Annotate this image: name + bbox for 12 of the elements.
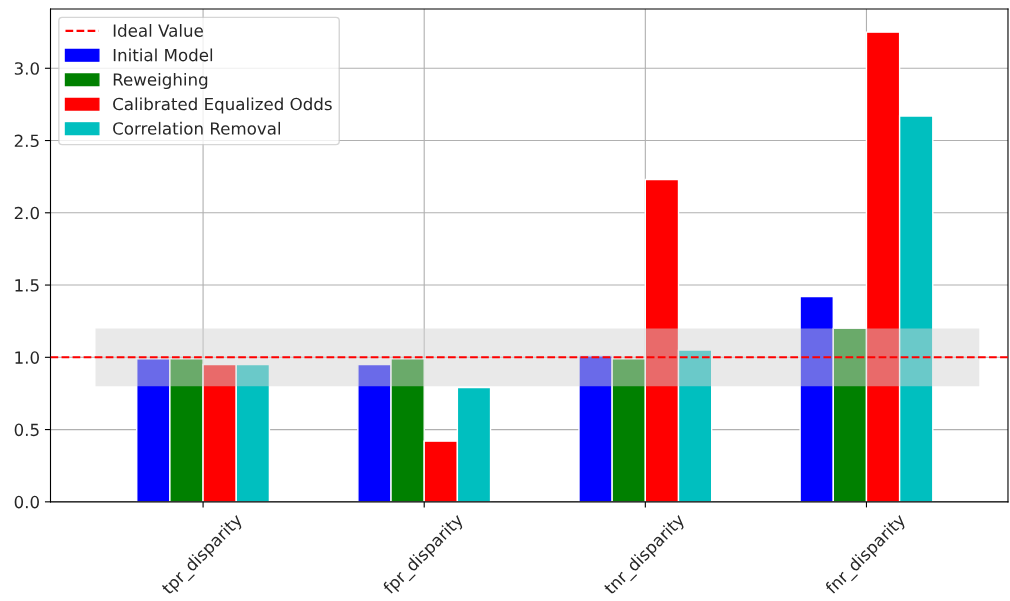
y-tick-label: 1.5 — [15, 279, 39, 292]
y-tick-label: 2.5 — [14, 134, 39, 148]
legend-label: Reweighing — [113, 72, 208, 90]
legend-label: Correlation Removal — [113, 121, 281, 135]
legend-label: Ideal Value — [113, 24, 203, 37]
y-tick-label: 2.0 — [14, 206, 39, 220]
y-tick-label: 1.0 — [15, 351, 39, 364]
legend-label: Initial Model — [113, 48, 213, 62]
y-tick-label: 0.0 — [14, 495, 39, 509]
y-tick-label: 0.5 — [14, 423, 39, 437]
legend-label: Calibrated Equalized Odds — [113, 97, 332, 114]
y-tick-label: 3.0 — [14, 62, 39, 75]
